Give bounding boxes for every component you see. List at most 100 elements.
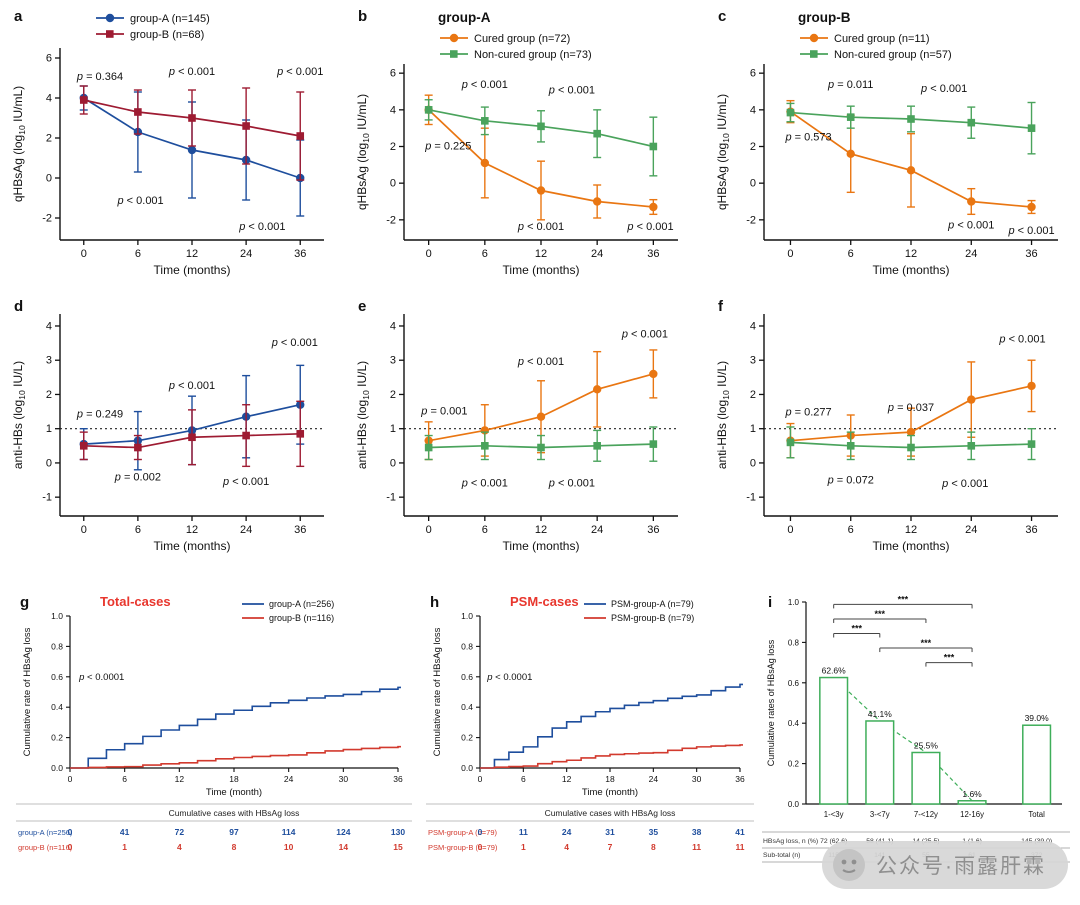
- svg-text:2: 2: [750, 141, 756, 153]
- svg-text:Total: Total: [1028, 810, 1045, 819]
- svg-text:0: 0: [81, 524, 87, 536]
- svg-text:1.0: 1.0: [461, 611, 473, 621]
- svg-text:group-B (n=116): group-B (n=116): [18, 843, 73, 852]
- svg-text:0.8: 0.8: [461, 641, 473, 651]
- svg-text:Time (month): Time (month): [206, 787, 262, 798]
- svg-text:0: 0: [426, 524, 432, 536]
- svg-text:-2: -2: [386, 214, 396, 226]
- svg-text:group-B (n=116): group-B (n=116): [269, 613, 334, 623]
- svg-text:12: 12: [186, 524, 198, 536]
- svg-text:0.4: 0.4: [51, 702, 63, 712]
- svg-text:12: 12: [186, 248, 198, 260]
- svg-text:p < 0.001: p < 0.001: [461, 79, 508, 91]
- svg-text:4: 4: [750, 104, 756, 116]
- svg-text:p = 0.573: p = 0.573: [784, 131, 831, 143]
- svg-text:Time (months): Time (months): [873, 539, 950, 553]
- svg-text:p = 0.072: p = 0.072: [827, 475, 874, 487]
- svg-text:4: 4: [46, 320, 52, 332]
- svg-text:24: 24: [562, 827, 572, 837]
- svg-text:anti-HBs (log10 IU/L): anti-HBs (log10 IU/L): [715, 361, 731, 469]
- svg-text:24: 24: [591, 524, 603, 536]
- panel-b: b -2 0 2 4 6 0 6 12 24 36 Time (months) qHBsAg (log…: [352, 4, 692, 286]
- svg-text:39.0%: 39.0%: [1025, 713, 1050, 723]
- svg-text:24: 24: [965, 248, 977, 260]
- svg-text:0: 0: [46, 457, 52, 469]
- panel-c-letter: c: [718, 8, 727, 25]
- svg-text:0.6: 0.6: [461, 672, 473, 682]
- svg-text:0.4: 0.4: [461, 702, 473, 712]
- svg-text:41: 41: [120, 827, 130, 837]
- svg-text:qHBsAg (log10 IU/mL): qHBsAg (log10 IU/mL): [715, 94, 731, 210]
- svg-text:0: 0: [750, 457, 756, 469]
- svg-text:p = 0.037: p = 0.037: [887, 402, 934, 414]
- svg-text:24: 24: [649, 774, 659, 784]
- panel-i-chart: 0.0 0.2 0.4 0.6 0.8 1.0 Cumulative rates of HB…: [762, 594, 1070, 863]
- svg-text:0.8: 0.8: [788, 638, 800, 647]
- svg-text:36: 36: [647, 248, 659, 260]
- svg-text:0.2: 0.2: [51, 733, 63, 743]
- svg-text:3-<7y: 3-<7y: [870, 810, 890, 819]
- panel-g: g 0.0 0.2 0.4 0.6 0.8 1.0 0 6 12 18 24 30 36 Time (mo…: [14, 590, 414, 882]
- svg-text:PSM-group-A (n=79): PSM-group-A (n=79): [611, 599, 694, 609]
- svg-text:p < 0.001: p < 0.001: [517, 221, 564, 233]
- panel-a-letter: a: [14, 8, 23, 25]
- svg-text:Cumulative rate of HBsAg loss: Cumulative rate of HBsAg loss: [432, 627, 443, 756]
- svg-text:0: 0: [478, 774, 483, 784]
- svg-text:36: 36: [735, 774, 745, 784]
- svg-text:24: 24: [240, 524, 252, 536]
- panel-i: i 0.0 0.2 0.4 0.6 0.8 1.0 Cumulative rates of …: [762, 590, 1070, 882]
- svg-text:p < 0.001: p < 0.001: [920, 83, 967, 95]
- svg-text:6: 6: [750, 68, 756, 80]
- panel-d-letter: d: [14, 298, 24, 315]
- svg-text:4: 4: [564, 842, 569, 852]
- svg-text:36: 36: [1025, 248, 1037, 260]
- svg-text:p < 0.001: p < 0.001: [998, 334, 1045, 346]
- panel-g-letter: g: [20, 594, 30, 611]
- svg-text:36: 36: [393, 774, 403, 784]
- svg-text:1.0: 1.0: [788, 598, 800, 607]
- svg-text:p = 0.364: p = 0.364: [76, 71, 123, 83]
- svg-text:Cured group (n=72): Cured group (n=72): [474, 33, 570, 45]
- svg-text:p = 0.002: p = 0.002: [114, 471, 161, 483]
- svg-text:8: 8: [651, 842, 656, 852]
- svg-text:p < 0.001: p < 0.001: [276, 66, 323, 78]
- svg-text:2: 2: [46, 133, 52, 145]
- svg-text:-1: -1: [386, 492, 396, 504]
- svg-text:Cumulative cases with HBsAg lo: Cumulative cases with HBsAg loss: [169, 808, 300, 818]
- svg-text:12: 12: [535, 248, 547, 260]
- svg-text:group-A (n=145): group-A (n=145): [130, 13, 210, 25]
- svg-text:0.2: 0.2: [788, 760, 800, 769]
- svg-text:31: 31: [605, 827, 615, 837]
- svg-text:97: 97: [229, 827, 239, 837]
- svg-text:6: 6: [46, 53, 52, 65]
- svg-text:18: 18: [229, 774, 239, 784]
- svg-text:0: 0: [426, 248, 432, 260]
- panel-b-letter: b: [358, 8, 368, 25]
- svg-text:12: 12: [905, 248, 917, 260]
- svg-text:group-A: group-A: [438, 10, 491, 25]
- svg-text:6: 6: [848, 248, 854, 260]
- svg-text:3: 3: [46, 355, 52, 367]
- svg-text:0: 0: [68, 842, 73, 852]
- svg-text:0.8: 0.8: [51, 641, 63, 651]
- svg-text:0.6: 0.6: [788, 679, 800, 688]
- svg-text:0.0: 0.0: [788, 800, 800, 809]
- svg-text:12: 12: [175, 774, 185, 784]
- svg-text:p < 0.001: p < 0.001: [621, 329, 668, 341]
- panel-c: c -2 0 2 4 6 0 6 12 24 36 Time (months) qHBsAg (log…: [712, 4, 1072, 286]
- panel-h-letter: h: [430, 594, 440, 611]
- svg-text:72: 72: [175, 827, 185, 837]
- svg-text:anti-HBs (log10 IU/L): anti-HBs (log10 IU/L): [355, 361, 371, 469]
- svg-text:7-<12y: 7-<12y: [914, 810, 938, 819]
- svg-text:1: 1: [521, 842, 526, 852]
- svg-text:12: 12: [562, 774, 572, 784]
- svg-text:qHBsAg (log10 IU/mL): qHBsAg (log10 IU/mL): [11, 86, 27, 202]
- svg-text:24: 24: [965, 524, 977, 536]
- svg-text:qHBsAg (log10 IU/mL): qHBsAg (log10 IU/mL): [355, 94, 371, 210]
- svg-text:30: 30: [339, 774, 349, 784]
- svg-text:36: 36: [1025, 524, 1037, 536]
- svg-text:72 (62.6): 72 (62.6): [820, 838, 847, 845]
- svg-text:6: 6: [122, 774, 127, 784]
